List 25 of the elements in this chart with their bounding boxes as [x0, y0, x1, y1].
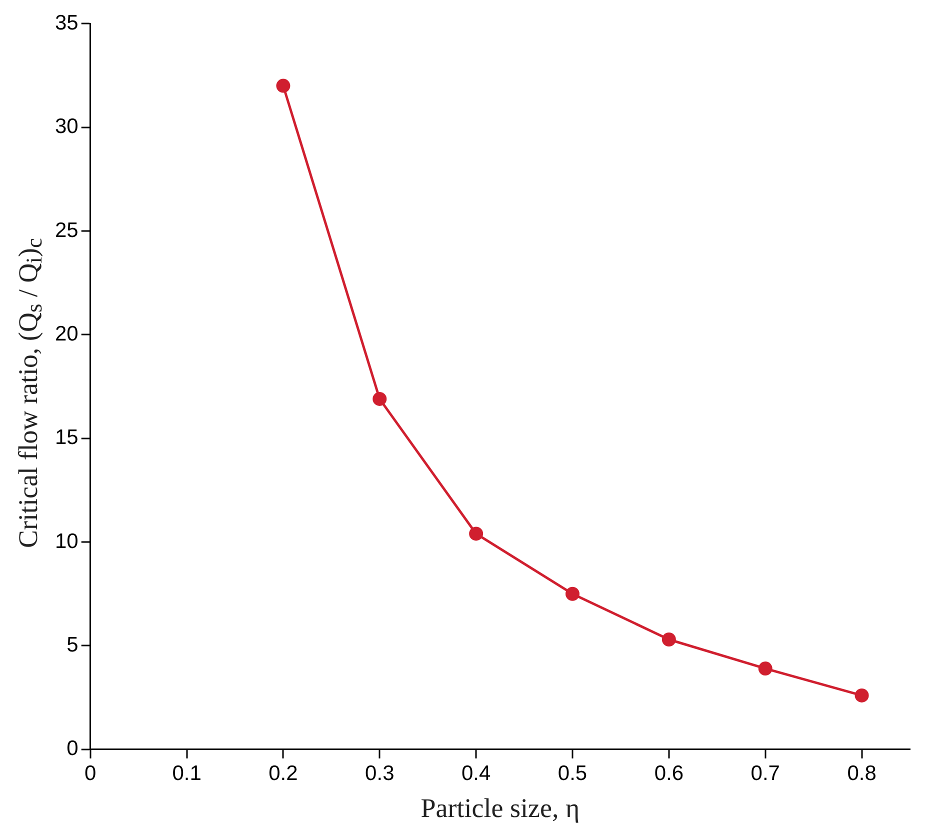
point: [469, 526, 484, 541]
x-tick-label: 0.7: [750, 762, 780, 785]
x-tick-label: 0.2: [268, 762, 298, 785]
point: [758, 662, 772, 676]
y-tick-label: 25: [55, 218, 78, 242]
y-tick-label: 20: [55, 322, 78, 346]
point: [662, 632, 676, 646]
y-tick-label: 30: [55, 115, 78, 138]
y-tick-label: 0: [66, 737, 78, 760]
x-tick-label: 0.5: [558, 762, 588, 785]
x-axis-title: Particle size, η: [420, 792, 580, 823]
x-tick-label: 0.6: [654, 762, 684, 785]
x-tick-label: 0: [84, 762, 96, 785]
y-tick-label: 35: [55, 11, 78, 34]
point: [854, 688, 869, 702]
point: [566, 586, 580, 601]
point: [276, 78, 290, 93]
x-tick-label: 0.8: [847, 762, 876, 785]
x-tick-label: 0.1: [172, 762, 202, 785]
x-tick-label: 0.3: [365, 762, 394, 785]
x-tick-label: 0.4: [461, 762, 491, 785]
point: [372, 392, 387, 406]
y-tick-label: 5: [66, 634, 78, 657]
y-tick-label: 15: [55, 426, 78, 450]
y-tick-label: 10: [55, 530, 78, 553]
